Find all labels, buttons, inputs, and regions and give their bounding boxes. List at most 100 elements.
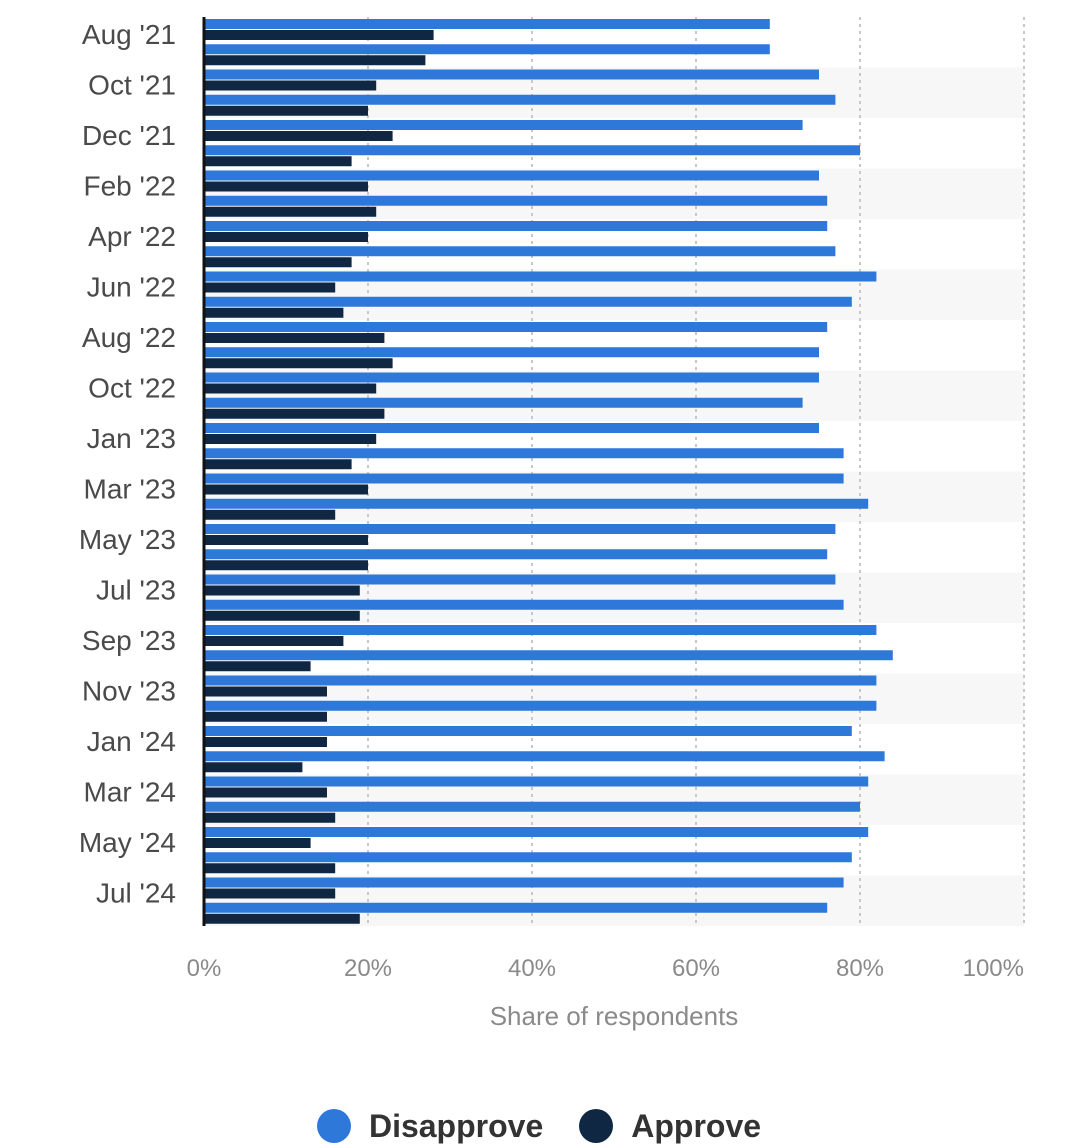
bar-disapprove[interactable]: [204, 498, 869, 509]
bar-disapprove[interactable]: [204, 549, 828, 560]
bar-disapprove[interactable]: [204, 801, 860, 812]
legend-item-disapprove[interactable]: Disapprove: [316, 1108, 543, 1145]
bar-disapprove[interactable]: [204, 473, 844, 484]
bar-approve[interactable]: [204, 80, 377, 91]
bar-approve[interactable]: [204, 257, 352, 268]
bar-approve[interactable]: [204, 282, 336, 293]
legend-swatch-disapprove: [316, 1109, 351, 1143]
category-label: Jan '23: [87, 423, 176, 454]
bar-approve[interactable]: [204, 358, 393, 369]
category-label: Aug '21: [82, 19, 176, 50]
bar-disapprove[interactable]: [204, 296, 852, 307]
bar-disapprove[interactable]: [204, 574, 836, 585]
x-axis-title: Share of respondents: [490, 1001, 739, 1031]
x-tick-label: 40%: [508, 955, 556, 982]
bar-disapprove[interactable]: [204, 44, 770, 55]
bar-approve[interactable]: [204, 181, 368, 192]
bar-disapprove[interactable]: [204, 726, 852, 736]
bar-approve[interactable]: [204, 408, 385, 419]
bar-disapprove[interactable]: [204, 170, 819, 181]
bar-approve[interactable]: [204, 585, 360, 596]
bar-approve[interactable]: [204, 206, 377, 217]
bar-approve[interactable]: [204, 509, 336, 520]
legend-label-approve: Approve: [631, 1107, 762, 1144]
bar-approve[interactable]: [204, 156, 352, 167]
bar-disapprove[interactable]: [204, 599, 844, 610]
category-label: Apr '22: [88, 221, 176, 252]
bar-approve[interactable]: [204, 434, 377, 444]
bar-disapprove[interactable]: [204, 221, 828, 231]
row-bands: [204, 67, 1024, 926]
x-tick-label: 100%: [963, 955, 1024, 982]
bar-approve[interactable]: [204, 838, 311, 848]
category-label: Aug '22: [82, 322, 176, 353]
bar-disapprove[interactable]: [204, 347, 819, 358]
bar-approve[interactable]: [204, 636, 344, 646]
gridlines: [367, 17, 1025, 926]
bar-disapprove[interactable]: [204, 397, 803, 408]
bar-approve[interactable]: [204, 787, 327, 798]
bar-disapprove[interactable]: [204, 827, 869, 837]
bar-disapprove[interactable]: [204, 195, 828, 206]
bar-chart: Aug '21 Oct '21 Dec '21 Feb '22 Apr '22 Jun '…: [79, 17, 1025, 1031]
bar-approve[interactable]: [204, 913, 360, 924]
bar-approve[interactable]: [204, 307, 344, 318]
bar-approve[interactable]: [204, 711, 327, 722]
bar-approve[interactable]: [204, 863, 336, 874]
bar-approve[interactable]: [204, 812, 336, 823]
bar-disapprove[interactable]: [204, 246, 836, 257]
bar-disapprove[interactable]: [204, 776, 869, 787]
bar-disapprove[interactable]: [204, 524, 836, 534]
bar-approve[interactable]: [204, 686, 327, 697]
category-label: Jun '22: [87, 272, 176, 303]
category-label: Mar '24: [84, 777, 177, 808]
x-tick-label: 0%: [187, 955, 222, 982]
category-label: Jan '24: [87, 726, 176, 757]
bar-approve[interactable]: [204, 383, 377, 394]
bar-disapprove[interactable]: [204, 700, 877, 711]
bar-approve[interactable]: [204, 232, 368, 242]
bar-approve[interactable]: [204, 535, 368, 545]
legend: Disapprove Approve: [0, 1104, 1078, 1148]
bar-disapprove[interactable]: [204, 902, 828, 913]
bar-disapprove[interactable]: [204, 423, 819, 433]
bar-disapprove[interactable]: [204, 852, 852, 863]
bar-disapprove[interactable]: [204, 448, 844, 459]
bar-disapprove[interactable]: [204, 120, 803, 130]
bar-approve[interactable]: [204, 888, 336, 899]
bar-disapprove[interactable]: [204, 625, 877, 635]
category-label: Sep '23: [82, 625, 176, 656]
bar-approve[interactable]: [204, 459, 352, 470]
bar-approve[interactable]: [204, 30, 434, 40]
bar-disapprove[interactable]: [204, 877, 844, 888]
bar-approve[interactable]: [204, 105, 368, 116]
bar-approve[interactable]: [204, 484, 368, 495]
category-label: Jul '23: [96, 575, 176, 606]
bar-approve[interactable]: [204, 610, 360, 621]
bar-disapprove[interactable]: [204, 322, 828, 332]
category-label: Mar '23: [84, 474, 177, 505]
bar-disapprove[interactable]: [204, 19, 770, 29]
category-labels: Aug '21 Oct '21 Dec '21 Feb '22 Apr '22 Jun '…: [79, 19, 176, 909]
bar-disapprove[interactable]: [204, 271, 877, 282]
bar-disapprove[interactable]: [204, 650, 893, 661]
bar-disapprove[interactable]: [204, 751, 885, 762]
bar-approve[interactable]: [204, 333, 385, 343]
bar-disapprove[interactable]: [204, 69, 819, 80]
bar-approve[interactable]: [204, 131, 393, 141]
bar-approve[interactable]: [204, 55, 426, 66]
category-label: Dec '21: [82, 120, 176, 151]
legend-item-approve[interactable]: Approve: [579, 1108, 761, 1145]
x-tick-labels: 0% 20% 40% 60% 80% 100%: [187, 955, 1024, 982]
bar-approve[interactable]: [204, 762, 303, 773]
category-label: Nov '23: [82, 676, 176, 707]
bar-disapprove[interactable]: [204, 675, 877, 686]
bar-disapprove[interactable]: [204, 372, 819, 383]
category-label: May '23: [79, 524, 176, 555]
bar-approve[interactable]: [204, 737, 327, 747]
bar-disapprove[interactable]: [204, 145, 860, 156]
bars: [204, 19, 893, 924]
bar-disapprove[interactable]: [204, 94, 836, 105]
bar-approve[interactable]: [204, 560, 368, 571]
bar-approve[interactable]: [204, 661, 311, 672]
